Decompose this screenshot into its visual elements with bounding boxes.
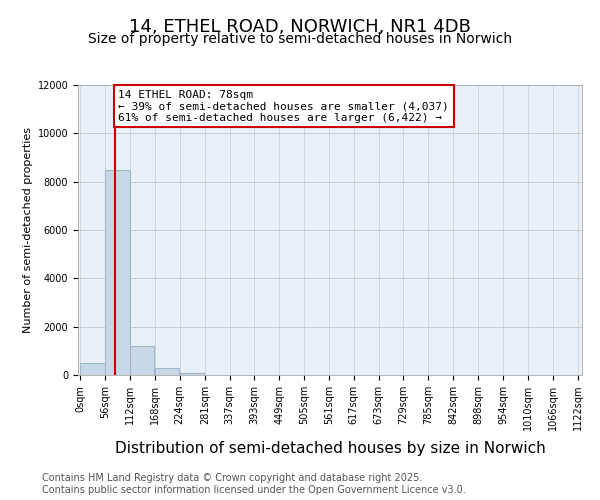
- Bar: [180, 372, 204, 375]
- X-axis label: Distribution of semi-detached houses by size in Norwich: Distribution of semi-detached houses by …: [115, 442, 545, 456]
- Bar: [130, 346, 154, 375]
- Text: Contains HM Land Registry data © Crown copyright and database right 2025.
Contai: Contains HM Land Registry data © Crown c…: [42, 474, 466, 495]
- Bar: [155, 368, 179, 375]
- Text: 14 ETHEL ROAD: 78sqm
← 39% of semi-detached houses are smaller (4,037)
61% of se: 14 ETHEL ROAD: 78sqm ← 39% of semi-detac…: [118, 90, 449, 123]
- Text: 14, ETHEL ROAD, NORWICH, NR1 4DB: 14, ETHEL ROAD, NORWICH, NR1 4DB: [129, 18, 471, 36]
- Text: Size of property relative to semi-detached houses in Norwich: Size of property relative to semi-detach…: [88, 32, 512, 46]
- Y-axis label: Number of semi-detached properties: Number of semi-detached properties: [23, 127, 34, 333]
- Bar: [105, 170, 130, 375]
- Bar: [80, 363, 105, 375]
